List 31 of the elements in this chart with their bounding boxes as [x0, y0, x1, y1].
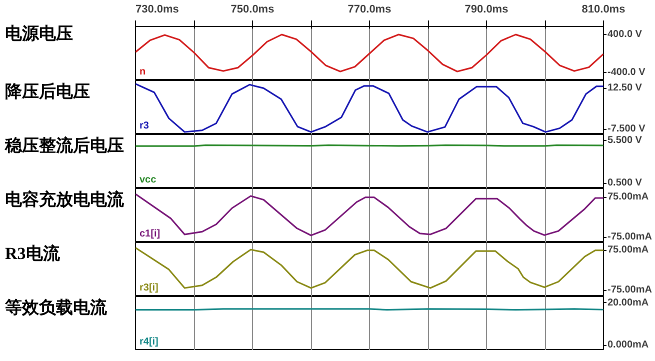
y-tick-label: -7.500 V — [608, 124, 646, 134]
y-axis-title: 电容充放电电流 — [5, 189, 124, 211]
x-tick-label: 770.0ms — [348, 4, 392, 16]
y-axis-title: R3电流 — [5, 243, 60, 265]
text: r4[i] — [140, 336, 158, 348]
line-series — [136, 34, 604, 72]
y-tick-label: 400.0 V — [608, 29, 642, 40]
series-label: n — [140, 66, 146, 78]
y-tick-label: 0.500 V — [608, 178, 642, 188]
x-tick-label: 730.0ms — [136, 4, 179, 16]
series-label: r3[i] — [140, 282, 158, 294]
y-axis-title: 等效负载电流 — [5, 297, 107, 319]
series-label: r3 — [140, 120, 150, 132]
y-tick-label: -400.0 V — [608, 66, 646, 78]
y-tick-label: 75.00mA — [608, 244, 649, 256]
y-axis-title: 电源电压 — [5, 23, 73, 45]
y-axis-title: 降压后电压 — [5, 81, 90, 103]
y-tick-label: 12.50 V — [608, 82, 642, 94]
y-tick-label: -75.00mA — [608, 284, 652, 296]
line-series — [136, 83, 604, 133]
y-axis-title: 稳压整流后电压 — [5, 135, 124, 157]
y-tick-label: 75.00mA — [608, 192, 649, 203]
x-tick-label: 790.0ms — [464, 4, 508, 16]
x-tick-label: 810.0ms — [582, 4, 626, 16]
text: vcc — [140, 174, 157, 186]
x-tick-label: 750.0ms — [230, 4, 274, 16]
y-tick-label: -75.00mA — [608, 232, 652, 242]
y-tick-label: 20.00mA — [608, 297, 649, 308]
y-tick-label: 5.500 V — [608, 135, 642, 146]
y-tick-label: 0.000mA — [608, 340, 649, 350]
series-label: c1[i] — [140, 228, 160, 240]
